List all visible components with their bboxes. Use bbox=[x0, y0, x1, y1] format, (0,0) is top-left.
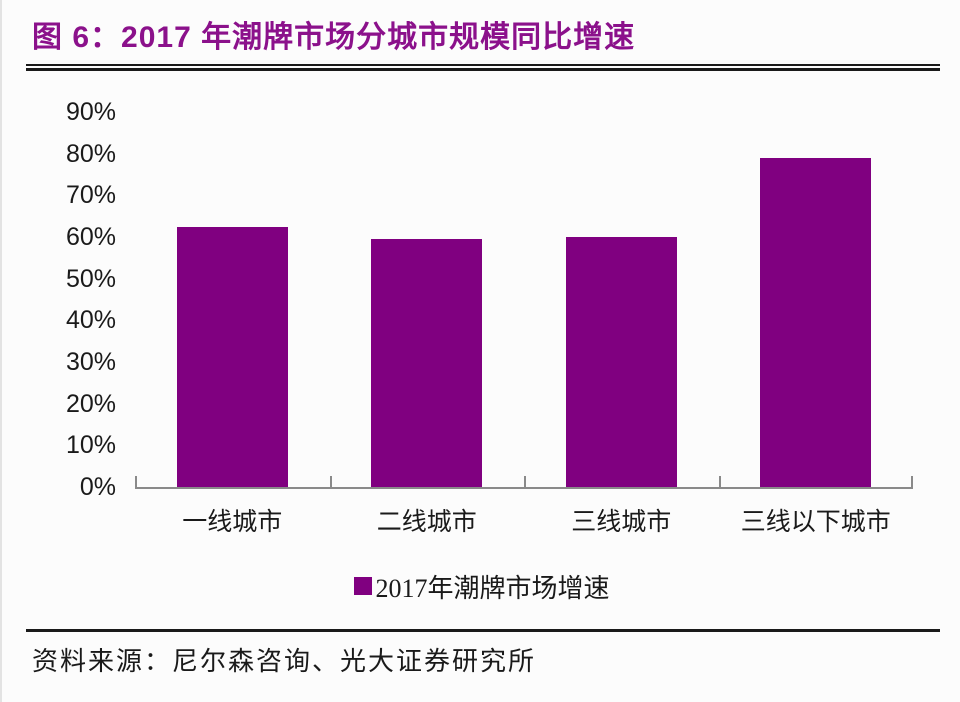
y-axis-label: 30% bbox=[65, 348, 116, 376]
x-axis-tick bbox=[329, 476, 332, 487]
bar-2 bbox=[371, 239, 483, 487]
x-axis: 一线城市 二线城市 三线城市 三线以下城市 bbox=[135, 502, 913, 538]
y-axis-label: 90% bbox=[65, 98, 116, 126]
x-axis-tick bbox=[524, 476, 526, 487]
y-axis-label: 10% bbox=[65, 431, 116, 460]
x-axis-label: 三线以下城市 bbox=[740, 509, 891, 536]
chart-title: 图 6：2017 年潮牌市场分城市规模同比增速 bbox=[32, 21, 636, 54]
plot-area bbox=[135, 112, 913, 489]
y-axis-label: 80% bbox=[65, 139, 116, 168]
y-axis-label: 60% bbox=[65, 223, 116, 251]
title-separator-rule bbox=[26, 64, 940, 71]
y-axis-label: 20% bbox=[65, 389, 116, 418]
bar-4 bbox=[760, 157, 872, 487]
legend-label: 2017年潮牌市场增速 bbox=[375, 573, 610, 603]
x-axis-tick bbox=[135, 476, 137, 487]
x-axis-label: 二线城市 bbox=[376, 509, 477, 536]
x-axis-tick bbox=[911, 476, 913, 487]
legend-swatch-icon bbox=[354, 577, 373, 595]
x-axis-label: 一线城市 bbox=[182, 509, 283, 536]
legend: 2017年潮牌市场增速 bbox=[2, 571, 960, 603]
y-axis-label: 40% bbox=[65, 306, 116, 335]
y-axis-label: 50% bbox=[65, 264, 116, 293]
y-axis: 0% 10% 20% 30% 40% 50% 60% 70% 80% 90% bbox=[32, 98, 116, 501]
source-note: 资料来源：尼尔森咨询、光大证券研究所 bbox=[32, 647, 537, 676]
y-axis-label: 70% bbox=[65, 181, 116, 210]
x-axis-tick bbox=[718, 476, 721, 487]
x-axis-label: 三线城市 bbox=[571, 509, 672, 536]
footer-separator-rule bbox=[26, 629, 940, 632]
y-axis-label: 0% bbox=[79, 473, 116, 501]
bar-3 bbox=[565, 237, 677, 487]
bar-1 bbox=[176, 226, 288, 487]
